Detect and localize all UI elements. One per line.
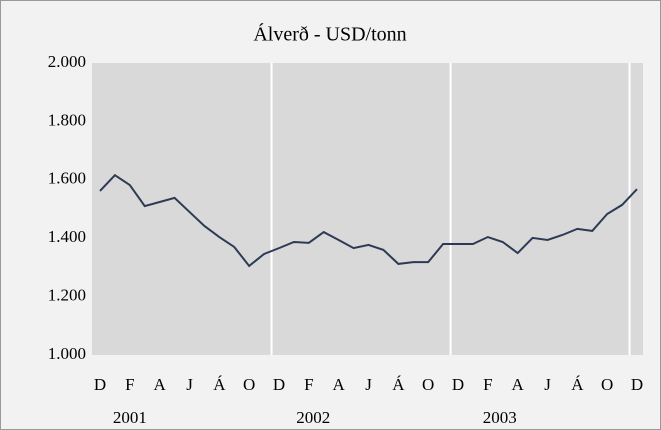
year-label: 2001 [113, 408, 147, 427]
x-tick-label: J [186, 375, 193, 394]
y-tick-label: 2.000 [48, 52, 86, 71]
x-tick-label: J [365, 375, 372, 394]
x-tick-label: F [125, 375, 134, 394]
x-tick-label: J [544, 375, 551, 394]
x-tick-label: D [631, 375, 643, 394]
x-tick-label: O [422, 375, 434, 394]
x-tick-label: F [304, 375, 313, 394]
x-tick-label: A [154, 375, 167, 394]
x-tick-label: Á [571, 375, 584, 394]
plot-area [92, 63, 643, 355]
y-tick-label: 1.200 [48, 286, 86, 305]
x-tick-label: D [273, 375, 285, 394]
x-tick-label: O [601, 375, 613, 394]
x-tick-label: Á [213, 375, 226, 394]
y-tick-label: 1.000 [48, 344, 86, 363]
x-tick-label: D [94, 375, 106, 394]
y-tick-label: 1.800 [48, 110, 86, 129]
y-tick-label: 1.600 [48, 169, 86, 188]
year-label: 2003 [483, 408, 517, 427]
x-tick-label: O [243, 375, 255, 394]
x-tick-label: Á [392, 375, 405, 394]
x-tick-label: A [512, 375, 525, 394]
x-tick-label: F [483, 375, 492, 394]
series-line [99, 173, 638, 268]
year-label: 2002 [296, 408, 330, 427]
x-tick-label: A [333, 375, 346, 394]
chart-title: Álverð - USD/tonn [253, 23, 406, 46]
x-tick-label: D [452, 375, 464, 394]
y-tick-label: 1.400 [48, 227, 86, 246]
